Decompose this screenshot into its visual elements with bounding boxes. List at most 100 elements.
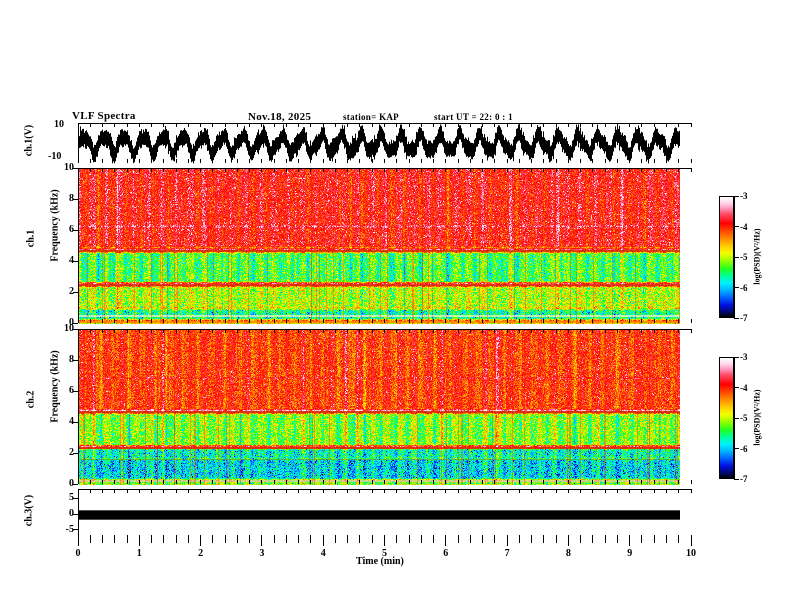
panel-minor-tick (249, 329, 251, 333)
panel-minor-tick (102, 319, 104, 323)
header-station: station= KAP (343, 112, 399, 122)
panel-minor-tick (469, 535, 471, 539)
panel-minor-tick (298, 168, 300, 172)
colorbar-tick-label: -6 (740, 282, 748, 293)
panel-minor-tick (285, 535, 287, 539)
panel-minor-tick (592, 480, 594, 484)
panel-minor-tick (408, 319, 410, 323)
panel-minor-tick (469, 159, 471, 163)
panel-minor-tick (298, 329, 300, 333)
panel-minor-tick (77, 489, 79, 493)
colorbar-axis (734, 196, 735, 318)
panel-minor-tick (690, 489, 692, 493)
x-tick (138, 539, 140, 546)
panel-minor-tick (347, 480, 349, 484)
panel-minor-tick (310, 123, 312, 127)
panel-minor-tick (187, 480, 189, 484)
panel-minor-tick (653, 159, 655, 163)
panel-minor-tick (138, 329, 140, 333)
panel-minor-tick (457, 168, 459, 172)
panel-minor-tick (653, 168, 655, 172)
x-minor-tick (359, 539, 361, 543)
panel-minor-tick (629, 489, 631, 493)
panel-minor-tick (77, 319, 79, 323)
panel-minor-tick (359, 489, 361, 493)
panel-minor-tick (543, 168, 545, 172)
x-minor-tick (469, 539, 471, 543)
panel-minor-tick (322, 123, 324, 127)
x-tick (690, 539, 692, 546)
panel-minor-tick (641, 489, 643, 493)
panel-minor-tick (420, 329, 422, 333)
panel-minor-tick (322, 480, 324, 484)
x-minor-tick (494, 539, 496, 543)
panel-minor-tick (690, 329, 692, 333)
panel-minor-tick (261, 168, 263, 172)
panel-minor-tick (567, 319, 569, 323)
colorbar-tick (734, 317, 739, 319)
x-tick (445, 539, 447, 546)
panel-minor-tick (102, 329, 104, 333)
panel-minor-tick (163, 159, 165, 163)
panel-minor-tick (249, 480, 251, 484)
x-minor-tick (555, 539, 557, 543)
panel-minor-tick (334, 480, 336, 484)
panel-minor-tick (200, 168, 202, 172)
panel-minor-tick (236, 168, 238, 172)
panel-minor-tick (151, 480, 153, 484)
panel-minor-tick (138, 168, 140, 172)
panel-minor-tick (616, 123, 618, 127)
panel-minor-tick (482, 168, 484, 172)
panel-minor-tick (359, 319, 361, 323)
x-minor-tick (273, 539, 275, 543)
panel-minor-tick (690, 159, 692, 163)
panel-minor-tick (384, 329, 385, 333)
panel-minor-tick (543, 480, 545, 484)
panel-minor-tick (175, 329, 177, 333)
y-tick (73, 452, 78, 454)
panel-minor-tick (285, 168, 287, 172)
panel-minor-tick (310, 159, 312, 163)
panel-minor-tick (384, 489, 385, 493)
panel-minor-tick (200, 319, 202, 323)
panel-minor-tick (616, 159, 618, 163)
panel-minor-tick (273, 123, 275, 127)
panel-minor-tick (580, 535, 582, 539)
panel-minor-tick (665, 319, 667, 323)
y-tick (73, 322, 78, 324)
panel-minor-tick (616, 535, 618, 539)
panel-minor-tick (310, 480, 312, 484)
panel-minor-tick (420, 535, 422, 539)
panel-minor-tick (224, 329, 226, 333)
panel-minor-tick (653, 319, 655, 323)
x-minor-tick (616, 539, 618, 543)
panel-minor-tick (77, 123, 79, 127)
panel-minor-tick (604, 123, 606, 127)
colorbar-tick-label: -5 (740, 413, 748, 423)
panel-minor-tick (506, 535, 508, 539)
colorbar-tick (734, 256, 739, 258)
panel-minor-tick (580, 480, 582, 484)
x-tick (506, 539, 508, 546)
colorbar-ch1 (719, 196, 734, 318)
panel-minor-tick (665, 168, 667, 172)
panel-minor-tick (567, 329, 569, 333)
panel-minor-tick (212, 168, 214, 172)
panel-minor-tick (261, 480, 263, 484)
panel-minor-tick (531, 535, 533, 539)
y-tick-label: 6 (69, 224, 74, 235)
panel-minor-tick (604, 480, 606, 484)
x-minor-tick (126, 539, 128, 543)
panel-minor-tick (629, 480, 631, 484)
panel-minor-tick (482, 123, 484, 127)
panel-minor-tick (126, 319, 128, 323)
colorbar-tick-label: -4 (740, 221, 748, 232)
y-tick-label: 4 (69, 416, 74, 427)
panel-minor-tick (518, 480, 520, 484)
panel-minor-tick (396, 535, 398, 539)
panel-minor-tick (102, 480, 104, 484)
panel-minor-tick (114, 535, 116, 539)
y-tick-label: 10 (64, 323, 74, 334)
panel-minor-tick (445, 159, 447, 163)
panel-minor-tick (482, 489, 484, 493)
